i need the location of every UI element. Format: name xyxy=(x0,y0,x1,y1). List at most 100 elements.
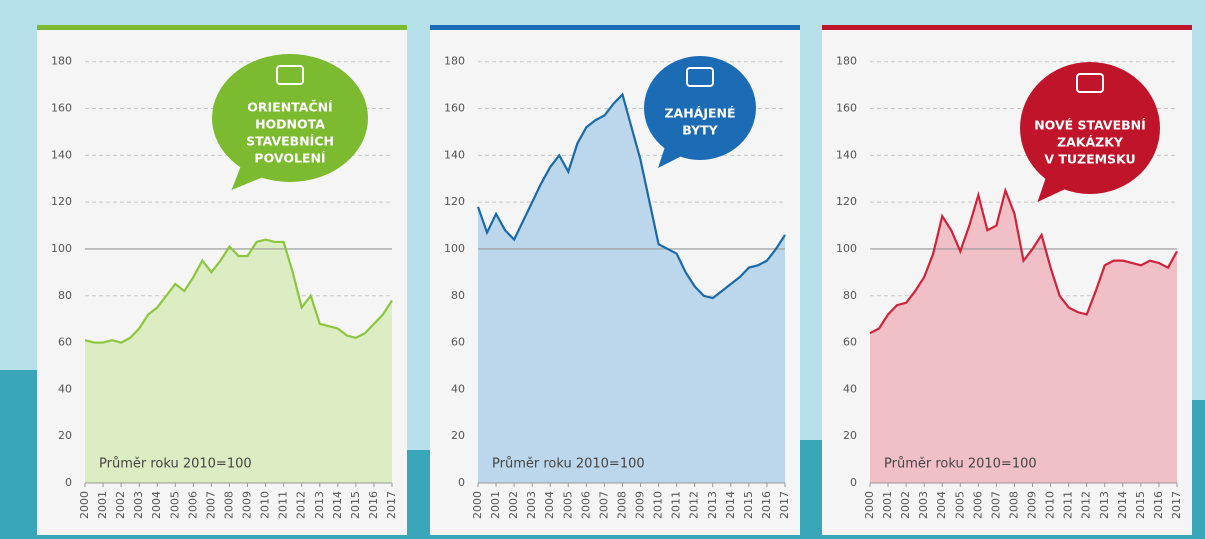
y-tick-label: 140 xyxy=(444,148,465,161)
x-tick-label: 2007 xyxy=(597,491,610,519)
x-tick-label: 2008 xyxy=(222,491,235,519)
x-tick-label: 2003 xyxy=(917,491,930,519)
x-tick-label: 2008 xyxy=(1007,491,1020,519)
x-tick-label: 2004 xyxy=(935,491,948,519)
y-tick-label: 120 xyxy=(444,195,465,208)
y-tick-label: 0 xyxy=(458,476,465,489)
x-tick-label: 2003 xyxy=(525,491,538,519)
x-tick-label: 2004 xyxy=(150,491,163,519)
y-tick-label: 120 xyxy=(51,195,72,208)
x-tick-label: 2009 xyxy=(634,491,647,519)
x-tick-label: 2006 xyxy=(186,491,199,519)
note: Průměr roku 2010=100 xyxy=(492,457,645,472)
x-tick-label: 2002 xyxy=(114,491,127,519)
x-tick-label: 2005 xyxy=(953,491,966,519)
x-tick-label: 2014 xyxy=(724,491,737,519)
panel-top-bar xyxy=(430,25,800,30)
badge-text: ORIENTAČNÍ xyxy=(247,100,333,115)
y-tick-label: 0 xyxy=(850,476,857,489)
y-tick-label: 40 xyxy=(58,382,72,395)
badge xyxy=(1020,62,1160,194)
x-tick-label: 2007 xyxy=(204,491,217,519)
badge-text: ZAHÁJENÉ xyxy=(664,106,735,121)
y-tick-label: 100 xyxy=(444,242,465,255)
x-tick-label: 2006 xyxy=(971,491,984,519)
y-tick-label: 180 xyxy=(444,55,465,68)
area xyxy=(478,94,785,483)
line xyxy=(84,238,393,344)
badge-icon xyxy=(1076,73,1104,93)
note: Průměr roku 2010=100 xyxy=(884,457,1037,472)
y-tick-label: 60 xyxy=(58,336,72,349)
x-tick-label: 2011 xyxy=(1062,491,1075,519)
x-tick-label: 2012 xyxy=(688,491,701,519)
x-tick-label: 2001 xyxy=(881,491,894,519)
x-tick-label: 2016 xyxy=(760,491,773,519)
y-tick-label: 80 xyxy=(843,289,857,302)
x-tick-label: 2010 xyxy=(652,491,665,519)
x-tick-label: 2009 xyxy=(1026,491,1039,519)
x-tick-label: 2002 xyxy=(899,491,912,519)
y-tick-label: 40 xyxy=(451,382,465,395)
y-tick-label: 120 xyxy=(836,195,857,208)
badge-text: BYTY xyxy=(682,123,718,138)
area xyxy=(870,190,1177,483)
x-tick-label: 2013 xyxy=(1098,491,1111,519)
x-tick-label: 2016 xyxy=(1152,491,1165,519)
y-tick-label: 60 xyxy=(843,336,857,349)
x-tick-label: 2017 xyxy=(778,491,791,519)
x-tick-label: 2003 xyxy=(132,491,145,519)
x-tick-label: 2017 xyxy=(1170,491,1183,519)
x-tick-label: 2011 xyxy=(670,491,683,519)
y-tick-label: 180 xyxy=(836,55,857,68)
note: Průměr roku 2010=100 xyxy=(99,457,252,472)
y-tick-label: 80 xyxy=(58,289,72,302)
y-tick-label: 140 xyxy=(51,148,72,161)
x-tick-label: 2012 xyxy=(295,491,308,519)
x-tick-label: 2010 xyxy=(1044,491,1057,519)
y-tick-label: 20 xyxy=(58,429,72,442)
panel-top-bar xyxy=(822,25,1192,30)
badge-text: ZAKÁZKY xyxy=(1057,135,1124,150)
badge xyxy=(212,54,368,182)
y-tick-label: 140 xyxy=(836,148,857,161)
x-tick-label: 2015 xyxy=(349,491,362,519)
x-tick-label: 2017 xyxy=(385,491,398,519)
badge-text: V TUZEMSKU xyxy=(1044,152,1135,167)
line xyxy=(476,92,786,300)
area xyxy=(85,239,392,483)
x-tick-label: 2007 xyxy=(989,491,1002,519)
y-tick-label: 20 xyxy=(843,429,857,442)
badge xyxy=(644,56,756,160)
y-tick-label: 20 xyxy=(451,429,465,442)
y-tick-label: 80 xyxy=(451,289,465,302)
badge-icon xyxy=(276,65,304,85)
x-tick-label: 2005 xyxy=(168,491,181,519)
x-tick-label: 2004 xyxy=(543,491,556,519)
x-tick-label: 2014 xyxy=(331,491,344,519)
y-tick-label: 160 xyxy=(444,102,465,115)
y-tick-label: 180 xyxy=(51,55,72,68)
x-tick-label: 2011 xyxy=(277,491,290,519)
x-tick-label: 2015 xyxy=(1134,491,1147,519)
badge-text: HODNOTA xyxy=(255,117,325,132)
x-tick-label: 2001 xyxy=(96,491,109,519)
y-tick-label: 0 xyxy=(65,476,72,489)
x-tick-label: 2009 xyxy=(241,491,254,519)
x-tick-label: 2010 xyxy=(259,491,272,519)
x-tick-label: 2000 xyxy=(863,491,876,519)
x-tick-label: 2016 xyxy=(367,491,380,519)
x-tick-label: 2000 xyxy=(471,491,484,519)
x-tick-label: 2008 xyxy=(615,491,628,519)
badge-icon xyxy=(686,67,714,87)
y-tick-label: 40 xyxy=(843,382,857,395)
y-tick-label: 160 xyxy=(51,102,72,115)
y-tick-label: 160 xyxy=(836,102,857,115)
y-tick-label: 60 xyxy=(451,336,465,349)
x-tick-label: 2014 xyxy=(1116,491,1129,519)
x-tick-label: 2013 xyxy=(313,491,326,519)
badge-text: STAVEBNÍCH xyxy=(246,134,334,149)
x-tick-label: 2005 xyxy=(561,491,574,519)
line xyxy=(869,186,1178,335)
x-tick-label: 2012 xyxy=(1080,491,1093,519)
